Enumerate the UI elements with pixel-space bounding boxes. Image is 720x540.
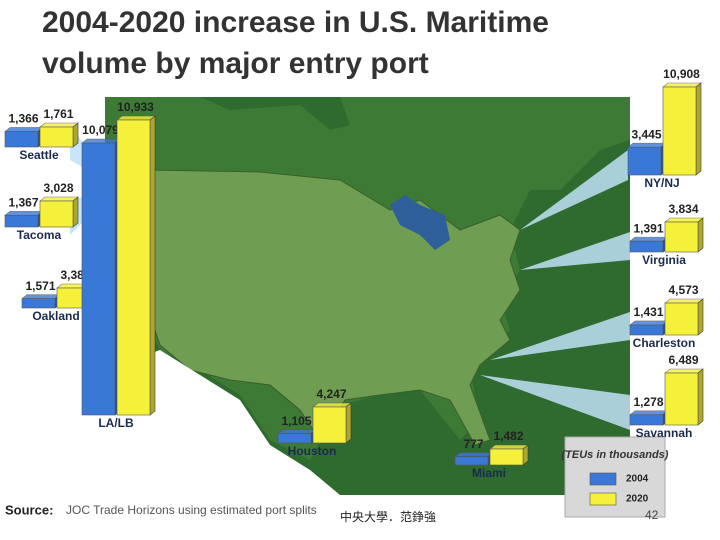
bar-top [39,196,79,202]
bar-top [454,452,494,457]
bar [39,126,74,148]
bar [39,200,74,228]
bar-top [81,138,121,144]
bar-top [662,82,702,88]
bar-top [277,429,317,434]
bar [4,131,39,148]
port-name: Virginia [642,253,686,267]
value-label: 1,482 [493,429,523,443]
bar [81,142,116,416]
value-label: 1,391 [633,221,663,235]
footer: 中央大學．范錚強 [340,509,436,524]
value-label: 3,445 [631,127,661,141]
port-name: Miami [472,466,506,480]
bar [662,86,697,176]
value-label: 3,834 [668,202,698,216]
bar [21,298,56,309]
ray [520,150,628,230]
page-number: 42 [645,508,659,522]
bar [116,119,151,416]
bar [664,221,699,253]
bar-top [312,402,352,408]
port-name: Oakland [32,309,79,323]
bar [277,433,312,444]
bar-top [629,410,669,416]
ocean [105,350,340,495]
bar-top [629,320,669,326]
bar [629,414,664,426]
ray [480,375,630,430]
port-name: LA/LB [98,416,134,430]
value-label: 10,079 [82,123,119,137]
value-label: 1,571 [25,279,55,293]
legend-label: 2004 [626,474,649,485]
legend-swatch [589,492,617,506]
value-label: 1,367 [8,195,38,209]
bar-top [21,294,61,300]
source-label: Source: [5,502,53,517]
bar-side [697,217,704,253]
bar [629,324,664,336]
bar [664,372,699,426]
bar [627,146,662,176]
bar-top [489,444,529,450]
bar-top [664,217,704,223]
bar-top [627,142,667,148]
ray [490,312,630,360]
bar-side [72,122,79,148]
great-lakes [390,195,450,250]
bar-side [695,82,702,176]
bar [489,448,524,466]
value-label: 4,573 [668,283,698,297]
bar-top [4,127,44,132]
legend-swatch [589,472,617,486]
value-label: 1,278 [633,395,663,409]
port-name: Houston [288,444,337,458]
legend-title: (TEUs in thousands) [562,449,669,461]
port-name: Tacoma [17,228,62,242]
value-label: 3,028 [43,181,73,195]
value-label: 777 [463,437,483,451]
port-name: Seattle [19,148,59,162]
port-name: Savannah [636,426,693,440]
value-label: 1,431 [633,305,663,319]
value-label: 1,105 [281,414,311,428]
bar [629,240,664,253]
value-label: 10,933 [117,100,154,114]
bar-side [345,402,352,444]
bar-side [149,115,156,416]
value-label: 4,247 [316,387,346,401]
legend-label: 2020 [626,494,649,505]
bar [454,456,489,466]
bar-top [39,122,79,128]
bar-side [72,196,79,228]
bar-side [697,298,704,336]
bar-top [664,368,704,374]
value-label: 1,761 [43,107,73,121]
bar-top [629,236,669,242]
bar-top [664,298,704,304]
port-name: Charleston [633,336,696,350]
bar [4,214,39,228]
value-label: 6,489 [668,353,698,367]
bar-top [4,210,44,216]
bar-side [697,368,704,426]
slide-title: 2004-2020 increase in U.S. Maritime volu… [42,6,549,80]
port-name: NY/NJ [644,176,679,190]
source: JOC Trade Horizons using estimated port … [66,503,317,517]
bar-top [116,115,156,121]
bar [312,406,347,444]
value-label: 10,908 [663,67,700,81]
ray [520,232,630,270]
bar [664,302,699,336]
value-label: 1,366 [8,112,38,126]
